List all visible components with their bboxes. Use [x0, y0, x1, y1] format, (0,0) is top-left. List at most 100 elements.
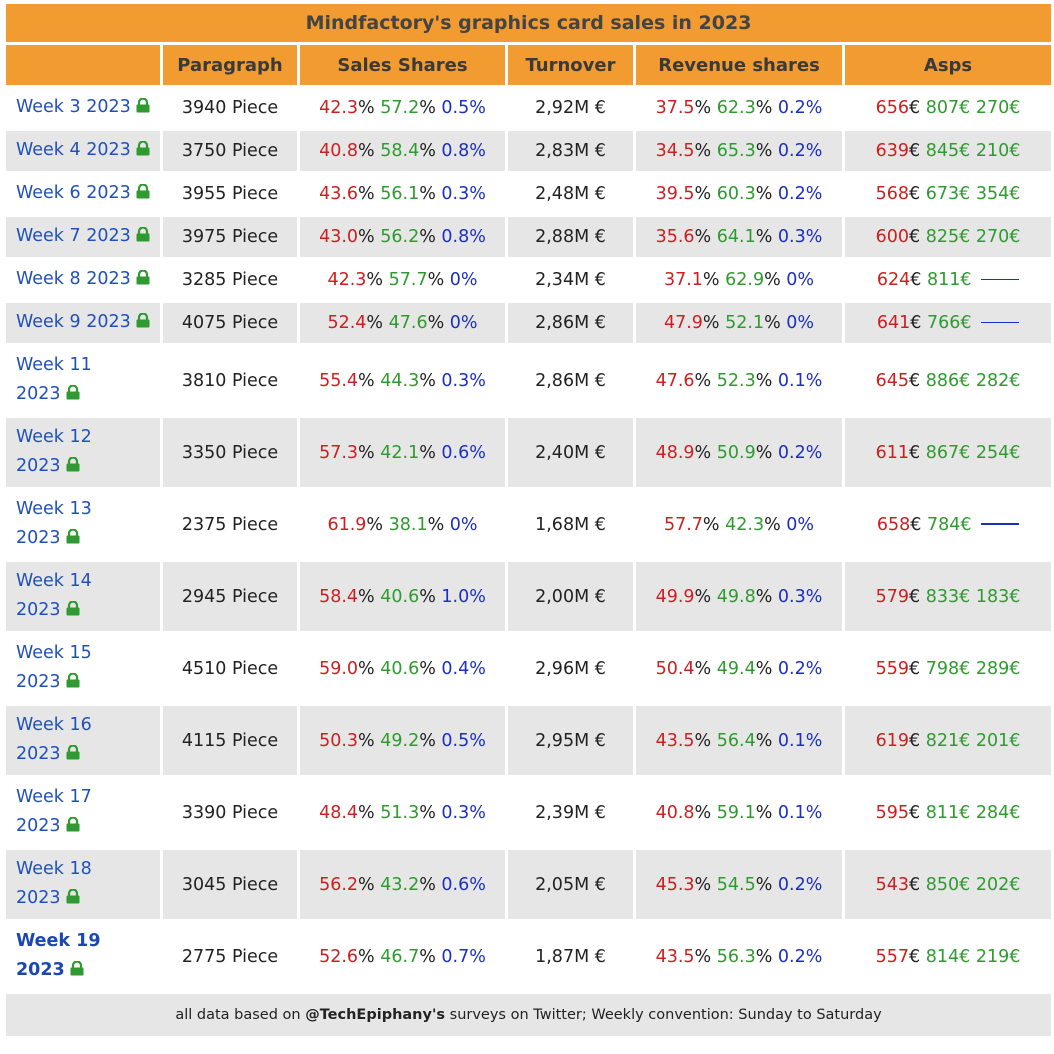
sales-amd: 58.4 — [319, 586, 359, 607]
footer-prefix: all data based on — [175, 1007, 306, 1023]
turnover-cell: 2,48M € — [508, 174, 633, 214]
header-turnover: Turnover — [508, 45, 633, 85]
revenue-nvidia: 62.3 — [716, 98, 756, 118]
week-label: Week 9 2023 — [16, 312, 131, 332]
week-label-line1: Week 14 — [16, 571, 92, 591]
header-paragraph: Paragraph — [163, 45, 297, 85]
week-link[interactable]: Week 3 2023 — [6, 88, 160, 128]
turnover-cell: 2,96M € — [508, 634, 633, 703]
revenue-intel: 0.2 — [777, 184, 806, 204]
revenue-shares-cell: 47.9% 52.1% 0% — [636, 303, 842, 343]
week-label-line1: Week 12 — [16, 427, 92, 447]
revenue-intel: 0.1 — [777, 730, 806, 751]
no-data-dash — [981, 523, 1020, 525]
revenue-nvidia: 60.3 — [716, 184, 756, 204]
sales-nvidia: 49.2 — [380, 730, 420, 751]
revenue-amd: 45.3 — [655, 874, 695, 895]
asp-intel: 210€ — [975, 141, 1021, 161]
asp-intel: 201€ — [975, 730, 1021, 751]
asp-nvidia: 845€ — [925, 141, 971, 161]
asps-cell: 658€ 784€ — [845, 490, 1052, 559]
sales-intel: 0 — [449, 313, 461, 333]
asp-nvidia: 811€ — [925, 802, 971, 823]
week-label-line2: 2023 — [16, 384, 61, 404]
asp-nvidia: 811€ — [927, 270, 972, 290]
turnover-cell: 2,86M € — [508, 303, 633, 343]
asps-cell: 579€ 833€ 183€ — [845, 562, 1052, 631]
sales-nvidia: 38.1 — [388, 514, 428, 535]
lock-icon — [65, 453, 81, 482]
asp-intel: 183€ — [975, 586, 1021, 607]
week-link[interactable]: Week 9 2023 — [6, 303, 160, 343]
asp-nvidia: 825€ — [925, 227, 971, 247]
lock-icon — [65, 741, 81, 770]
sales-nvidia: 43.2 — [380, 874, 420, 895]
sales-amd: 43.6 — [319, 184, 359, 204]
asp-amd: 641 — [876, 313, 911, 333]
week-label-line1: Week 15 — [16, 643, 92, 663]
pieces-cell: 3045 Piece — [163, 850, 297, 919]
revenue-intel: 0.1 — [777, 370, 806, 391]
revenue-nvidia: 49.8 — [716, 586, 756, 607]
turnover-cell: 1,87M € — [508, 922, 633, 991]
sales-amd: 50.3 — [319, 730, 359, 751]
revenue-intel: 0 — [786, 270, 798, 290]
sales-intel: 0 — [449, 514, 461, 535]
asp-nvidia: 850€ — [925, 874, 971, 895]
revenue-intel: 0.2 — [777, 141, 806, 161]
sales-shares-cell: 48.4% 51.3% 0.3% — [300, 778, 505, 847]
week-link[interactable]: Week 7 2023 — [6, 217, 160, 257]
revenue-nvidia: 49.4 — [716, 658, 756, 679]
week-link[interactable]: Week 4 2023 — [6, 131, 160, 171]
week-label: Week 8 2023 — [16, 269, 131, 289]
lock-icon — [65, 597, 81, 626]
asps-cell: 619€ 821€ 201€ — [845, 706, 1052, 775]
turnover-cell: 2,34M € — [508, 260, 633, 300]
asp-nvidia: 833€ — [925, 586, 971, 607]
week-link[interactable]: Week 8 2023 — [6, 260, 160, 300]
sales-shares-cell: 52.4% 47.6% 0% — [300, 303, 505, 343]
asp-amd: 600 — [875, 227, 910, 247]
revenue-shares-cell: 35.6% 64.1% 0.3% — [636, 217, 842, 257]
week-link[interactable]: Week 6 2023 — [6, 174, 160, 214]
week-label: Week 7 2023 — [16, 226, 131, 246]
footer-handle[interactable]: @TechEpiphany's — [305, 1007, 446, 1023]
revenue-amd: 49.9 — [655, 586, 695, 607]
asp-amd: 557 — [875, 946, 910, 967]
lock-icon — [65, 885, 81, 914]
revenue-amd: 57.7 — [663, 514, 703, 535]
lock-icon — [135, 137, 151, 166]
sales-shares-cell: 42.3% 57.2% 0.5% — [300, 88, 505, 128]
revenue-amd: 35.6 — [655, 227, 695, 247]
asps-cell: 600€ 825€ 270€ — [845, 217, 1052, 257]
sales-intel: 0.3 — [441, 184, 470, 204]
lock-icon — [65, 813, 81, 842]
sales-nvidia: 56.1 — [380, 184, 420, 204]
sales-shares-cell: 50.3% 49.2% 0.5% — [300, 706, 505, 775]
header-revenue-shares: Revenue shares — [636, 45, 842, 85]
header-sales-shares: Sales Shares — [300, 45, 505, 85]
lock-icon — [135, 94, 151, 123]
lock-icon — [135, 266, 151, 295]
asp-intel: 354€ — [975, 184, 1021, 204]
pieces-cell: 3975 Piece — [163, 217, 297, 257]
turnover-cell: 2,95M € — [508, 706, 633, 775]
sales-nvidia: 51.3 — [380, 802, 420, 823]
revenue-shares-cell: 43.5% 56.4% 0.1% — [636, 706, 842, 775]
sales-intel: 0.8 — [441, 141, 470, 161]
revenue-nvidia: 65.3 — [716, 141, 756, 161]
header-week — [6, 45, 160, 85]
